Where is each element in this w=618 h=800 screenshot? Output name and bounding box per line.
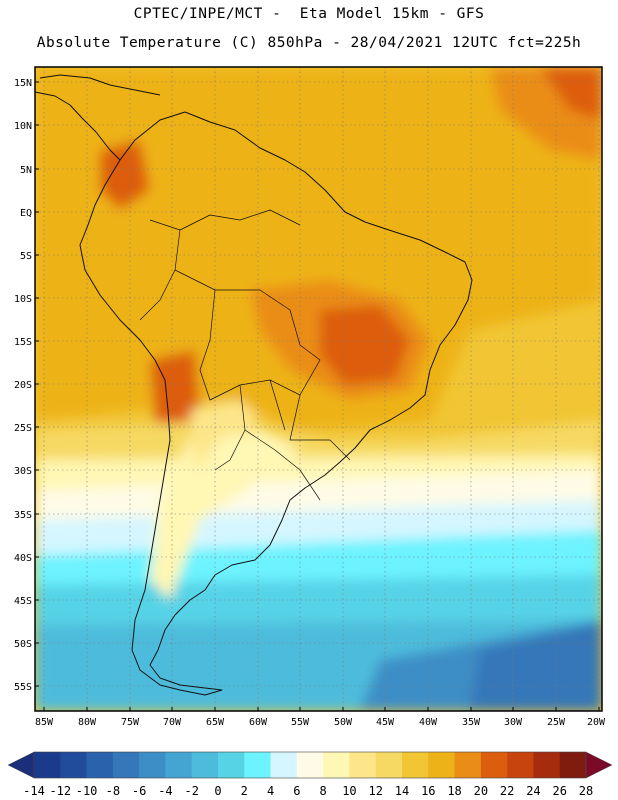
colorbar-label: 12: [368, 784, 382, 798]
map-title-line-1: CPTEC/INPE/MCT - Eta Model 15km - GFS: [133, 6, 485, 22]
field-andes-central-hot: [150, 350, 200, 440]
colorbar-swatch: [428, 752, 455, 778]
colorbar-over-arrow: [585, 751, 613, 779]
field-central-brazil-core: [320, 305, 410, 385]
axis-ticks: [35, 81, 600, 711]
colorbar-label: 0: [214, 784, 221, 798]
temperature-field: [35, 67, 602, 711]
plot-frame: [34, 66, 603, 712]
lat-label: 35S: [14, 510, 32, 521]
colorbar-label: 14: [395, 784, 409, 798]
colorbar-under-arrow: [7, 751, 35, 779]
lon-label: 75W: [121, 717, 140, 728]
colorbar-swatch: [86, 752, 114, 778]
colorbar-label: 16: [421, 784, 435, 798]
colorbar-label: -14: [23, 784, 45, 798]
lat-label: 50S: [14, 639, 32, 650]
lat-label: 30S: [14, 466, 32, 477]
colorbar-label: 20: [474, 784, 488, 798]
lat-label: 15N: [14, 78, 32, 89]
colorbar-label: -4: [158, 784, 172, 798]
lon-label: 30W: [504, 717, 523, 728]
colorbar-label: 18: [447, 784, 461, 798]
lon-label: 20W: [587, 717, 606, 728]
lat-label: 5N: [20, 165, 32, 176]
colorbar-swatch: [375, 752, 403, 778]
colorbar-swatch: [139, 752, 166, 778]
south-america-coastline: [79, 111, 473, 696]
lon-label: 45W: [376, 717, 395, 728]
lon-label: 70W: [163, 717, 182, 728]
colorbar-swatches: [33, 751, 587, 779]
colorbar: -14 -12 -10 -8 -6 -4 -2 0 2 4 6 8 10 12 14 16 18 20 22 24 26…: [7, 751, 613, 798]
lon-label: 50W: [334, 717, 353, 728]
map-title-line-2: Absolute Temperature (C) 850hPa - 28/04/…: [36, 35, 582, 51]
colorbar-label: 26: [552, 784, 566, 798]
colorbar-swatch: [349, 752, 377, 778]
lon-label: 25W: [547, 717, 566, 728]
colorbar-swatch: [559, 752, 587, 778]
colorbar-label: -12: [49, 784, 71, 798]
colorbar-label: 4: [267, 784, 274, 798]
colorbar-swatch: [191, 752, 219, 778]
field-andes-north-hot: [100, 140, 150, 210]
coastlines: [35, 74, 473, 696]
lon-label: 55W: [291, 717, 310, 728]
lat-label: 40S: [14, 553, 32, 564]
colorbar-swatch: [454, 752, 482, 778]
colorbar-label: -10: [76, 784, 98, 798]
colorbar-swatch: [323, 752, 350, 778]
colorbar-swatch: [60, 752, 87, 778]
colorbar-label: -6: [132, 784, 146, 798]
colorbar-swatch: [165, 752, 193, 778]
lat-label: 25S: [14, 423, 32, 434]
lon-label: 60W: [249, 717, 268, 728]
colorbar-label: 22: [500, 784, 514, 798]
colorbar-swatch: [507, 752, 534, 778]
colorbar-swatch: [244, 752, 271, 778]
colorbar-swatch: [218, 752, 245, 778]
colorbar-label: 2: [241, 784, 248, 798]
colorbar-label: -8: [106, 784, 120, 798]
lat-label: 5S: [20, 251, 32, 262]
colorbar-swatch: [533, 752, 561, 778]
longitude-labels: 85W 80W 75W 70W 65W 60W 55W 50W 45W 40W …: [35, 717, 606, 728]
lon-label: 80W: [78, 717, 97, 728]
central-america-coastline: [35, 91, 121, 161]
lon-label: 35W: [462, 717, 481, 728]
lat-label: 10S: [14, 294, 32, 305]
field-warm-tongue-upper: [190, 400, 260, 470]
field-warm-tongue-south: [150, 430, 300, 600]
lat-label: 45S: [14, 596, 32, 607]
colorbar-label: 6: [293, 784, 300, 798]
lat-label: EQ: [20, 208, 32, 219]
latitude-labels: 15N 10N 5N EQ 5S 10S 15S 20S 25S 30S 35S…: [14, 78, 32, 693]
lon-label: 40W: [419, 717, 438, 728]
colorbar-swatch: [402, 752, 429, 778]
lon-label: 85W: [35, 717, 54, 728]
colorbar-swatch: [296, 752, 324, 778]
colorbar-labels: -14 -12 -10 -8 -6 -4 -2 0 2 4 6 8 10 12 14 16 18 20 22 24 26…: [23, 784, 593, 798]
field-coldest-southeast: [470, 620, 602, 711]
caribbean-coastline: [39, 74, 161, 96]
colorbar-swatch: [34, 752, 61, 778]
colorbar-label: -2: [184, 784, 198, 798]
country-borders: [139, 209, 351, 501]
colorbar-label: 8: [320, 784, 327, 798]
colorbar-swatch: [270, 752, 298, 778]
colorbar-swatch: [480, 752, 508, 778]
field-northeast-atlantic-core: [540, 67, 602, 120]
colorbar-label: 24: [526, 784, 540, 798]
lat-label: 15S: [14, 337, 32, 348]
lat-label: 55S: [14, 682, 32, 693]
colorbar-swatch: [112, 752, 140, 778]
colorbar-label: 28: [579, 784, 593, 798]
graticule: [35, 67, 602, 711]
lat-label: 10N: [14, 121, 32, 132]
lon-label: 65W: [206, 717, 225, 728]
colorbar-label: 10: [342, 784, 356, 798]
lat-label: 20S: [14, 380, 32, 391]
